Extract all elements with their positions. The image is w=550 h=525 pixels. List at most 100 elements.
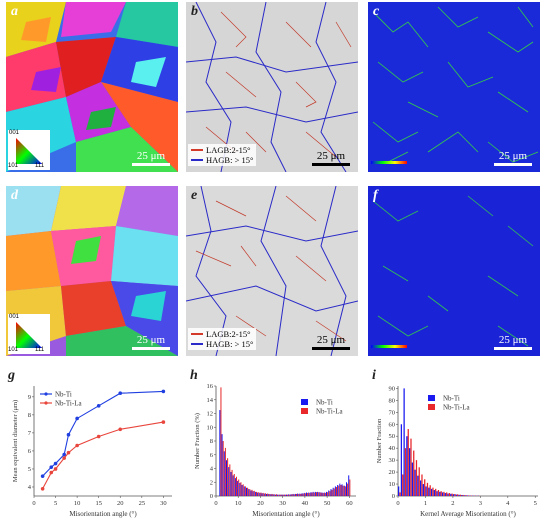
histogram-bar — [263, 493, 265, 496]
boundary-map-panel-e: e LAGB:2-15° HAGB: > 15° 25 μm — [186, 186, 358, 356]
chart-panel-h: 0 10 20 30 40 50 60 0 2 4 6 8 10 12 14 16 Misorientation… — [186, 368, 362, 523]
histogram-bar — [457, 494, 459, 496]
legend-lagb: LAGB:2-15° — [206, 145, 251, 155]
histogram-bar — [229, 464, 231, 496]
histogram-bar — [436, 491, 438, 496]
ipf-triangle-icon — [16, 322, 42, 348]
histogram-bar — [337, 485, 339, 496]
x-tick-label: 15 — [95, 500, 102, 507]
histogram-bar — [307, 492, 309, 496]
histogram-bar — [312, 491, 314, 496]
histogram-bar — [270, 494, 272, 496]
histogram-bar — [334, 486, 336, 496]
legend-swatch — [428, 404, 435, 410]
y-tick-label: 50 — [389, 433, 396, 440]
histogram-bar — [303, 492, 305, 496]
x-tick-label: 30 — [160, 500, 167, 507]
ipf-key-label-left: 101 — [8, 347, 19, 353]
histogram-bar — [419, 480, 422, 496]
histogram-bar — [452, 494, 455, 496]
histogram-bar — [272, 494, 274, 496]
grain-boundary-map — [186, 2, 358, 172]
histogram-bar — [244, 486, 246, 496]
ipf-orientation-map — [6, 186, 178, 356]
boundary-legend-b: LAGB:2-15° HAGB: > 15° — [188, 144, 257, 166]
histogram-bar — [267, 493, 269, 496]
x-tick-label: 20 — [257, 500, 264, 507]
kam-map-panel-c: c 25 μm — [368, 2, 540, 172]
x-tick-label: 50 — [324, 500, 331, 507]
histogram-bar — [288, 494, 290, 496]
data-point — [40, 486, 45, 491]
y-tick-label: 16 — [207, 383, 214, 390]
histogram-bar — [286, 494, 288, 496]
histogram-bar — [280, 494, 282, 496]
legend-label: Nb-Ti-La — [316, 408, 343, 416]
ipf-map-panel-a: a 001 101 111 25 μm — [6, 2, 178, 172]
legend-label: Nb-Ti — [443, 395, 460, 403]
data-point — [161, 389, 166, 394]
histogram-bar — [317, 491, 319, 496]
histogram-bar — [433, 490, 435, 496]
histogram-bar — [413, 450, 415, 496]
data-point — [49, 470, 54, 475]
scale-bar-b: 25 μm — [312, 150, 350, 166]
x-axis-label: Misorientation angle (°) — [69, 510, 137, 518]
histogram-bar — [311, 492, 313, 496]
y-axis-label: Mean equivalent diameter (μm) — [12, 400, 19, 482]
histogram-bar — [463, 495, 466, 496]
histogram-bar — [226, 460, 228, 496]
histogram-bar — [333, 488, 335, 496]
y-tick-label: 6 — [210, 452, 214, 459]
x-tick-label: 3 — [479, 500, 482, 507]
histogram-bar — [424, 479, 426, 496]
data-point — [49, 465, 54, 469]
data-point — [96, 434, 101, 439]
histogram-bar — [223, 451, 225, 496]
scale-bar-c: 25 μm — [494, 150, 532, 166]
histogram-bar — [448, 493, 451, 496]
histogram-bar — [277, 494, 279, 496]
histogram-bar — [429, 485, 431, 496]
histogram-bar — [440, 491, 442, 496]
histogram-bar — [404, 448, 407, 496]
histogram-bar — [341, 484, 343, 496]
legend-swatch — [428, 395, 435, 401]
ipf-map-panel-d: d 001 101 111 25 μm — [6, 186, 178, 356]
histogram-bar — [260, 492, 262, 496]
panel-letter-e: e — [191, 188, 198, 203]
ipf-color-key: 001 101 111 — [8, 130, 50, 170]
histogram-bar — [314, 491, 316, 496]
histogram-bar — [309, 492, 311, 496]
scale-bar-f: 25 μm — [494, 334, 532, 350]
y-tick-label: 10 — [389, 481, 396, 488]
histogram-bar — [271, 493, 273, 496]
ipf-orientation-map — [6, 2, 178, 172]
histogram-bar — [236, 476, 238, 496]
y-tick-label: 5 — [28, 466, 31, 473]
histogram-bar — [450, 493, 452, 496]
histogram-bar — [408, 448, 411, 496]
histogram-bar — [241, 485, 243, 496]
ipf-key-label-left: 101 — [8, 163, 19, 169]
scale-bar-label-e: 25 μm — [316, 334, 346, 346]
grain-boundary-map — [186, 186, 358, 356]
scale-bar-a: 25 μm — [132, 150, 170, 166]
x-tick-label: 10 — [235, 500, 242, 507]
histogram-bar — [318, 492, 320, 496]
histogram-bar — [238, 479, 240, 496]
data-point — [96, 404, 101, 408]
histogram-bar — [257, 492, 259, 496]
histogram-bar — [330, 489, 332, 496]
histogram-bar — [444, 493, 446, 496]
legend-hagb: HAGB: > 15° — [206, 339, 254, 349]
histogram-bar — [415, 460, 418, 496]
histogram-bar — [250, 490, 252, 496]
histogram-bar — [242, 484, 244, 496]
histogram-bar — [348, 475, 350, 496]
histogram-bar — [331, 489, 333, 496]
histogram-bar — [259, 492, 261, 496]
y-tick-label: 8 — [210, 438, 213, 445]
histogram-bar — [224, 447, 226, 496]
